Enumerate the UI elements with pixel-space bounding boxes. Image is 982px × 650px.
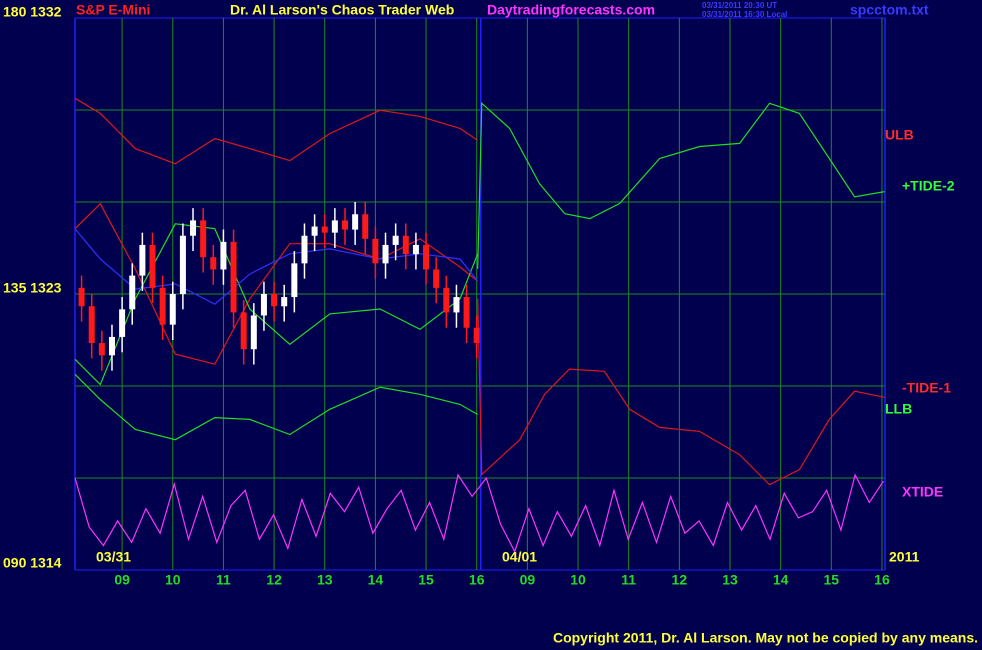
x-tick-label: 13 bbox=[317, 572, 333, 588]
candle-body bbox=[473, 327, 480, 344]
y-tick-label: 090 1314 bbox=[3, 555, 62, 571]
candle-body bbox=[412, 244, 419, 255]
line-series bbox=[477, 298, 885, 486]
x-tick-label: 15 bbox=[418, 572, 434, 588]
candle-body bbox=[169, 294, 176, 325]
candle-body bbox=[210, 257, 217, 270]
candle-body bbox=[291, 263, 298, 298]
copyright: Copyright 2011, Dr. Al Larson. May not b… bbox=[553, 630, 978, 646]
candle-body bbox=[372, 238, 379, 264]
candle-body bbox=[402, 235, 409, 255]
candle-body bbox=[260, 294, 267, 316]
candle-body bbox=[250, 315, 257, 350]
annotation: LLB bbox=[885, 401, 912, 417]
candle-body bbox=[301, 235, 308, 264]
candle-body bbox=[88, 306, 95, 344]
candle-body bbox=[139, 244, 146, 276]
x-tick-label: 11 bbox=[216, 572, 231, 588]
line-series bbox=[74, 373, 478, 441]
x-tick-label: 16 bbox=[874, 572, 890, 588]
candle-body bbox=[119, 309, 126, 337]
candle-body bbox=[453, 297, 460, 313]
annotation: XTIDE bbox=[902, 484, 943, 500]
annotation: -TIDE-1 bbox=[902, 380, 951, 396]
timestamp: 03/31/2011 20:30 UT bbox=[702, 1, 777, 10]
candle-body bbox=[463, 297, 470, 328]
annotation: +TIDE-2 bbox=[902, 178, 955, 194]
x-tick-label: 10 bbox=[165, 572, 181, 588]
candle-body bbox=[149, 244, 156, 288]
line-series bbox=[477, 101, 885, 269]
y-tick-label: 180 1332 bbox=[3, 4, 62, 20]
date-label: 2011 bbox=[889, 549, 920, 565]
x-tick-label: 14 bbox=[368, 572, 384, 588]
candle-body bbox=[108, 336, 115, 356]
candle-body bbox=[159, 287, 166, 325]
x-tick-label: 14 bbox=[773, 572, 789, 588]
candle-body bbox=[240, 312, 247, 350]
x-tick-label: 16 bbox=[469, 572, 485, 588]
x-tick-label: 11 bbox=[621, 572, 636, 588]
candle-body bbox=[78, 287, 85, 307]
x-tick-label: 10 bbox=[570, 572, 586, 588]
candle-body bbox=[342, 220, 348, 230]
mark-layer bbox=[74, 97, 885, 554]
candle-body bbox=[321, 226, 328, 233]
date-label: 04/01 bbox=[502, 549, 537, 565]
grid-layer bbox=[74, 17, 886, 571]
line-series bbox=[74, 202, 479, 365]
candle-body bbox=[281, 297, 288, 307]
candle-body bbox=[200, 220, 207, 258]
site-name: Daytradingforecasts.com bbox=[487, 2, 655, 18]
line-series bbox=[74, 473, 884, 554]
candle-body bbox=[311, 226, 318, 236]
timestamp: 03/31/2011 16:30 Local bbox=[702, 10, 787, 19]
candle-body bbox=[271, 294, 278, 307]
x-tick-label: 09 bbox=[114, 572, 130, 588]
x-tick-label: 09 bbox=[520, 572, 536, 588]
candle-body bbox=[179, 235, 186, 294]
annotation: ULB bbox=[885, 127, 914, 143]
x-tick-label: 12 bbox=[672, 572, 688, 588]
y-tick-label: 135 1323 bbox=[3, 280, 62, 296]
candle-body bbox=[230, 241, 237, 313]
candle-body bbox=[433, 269, 440, 288]
x-tick-label: 12 bbox=[266, 572, 282, 588]
x-tick-label: 13 bbox=[722, 572, 738, 588]
candle-body bbox=[382, 244, 389, 264]
candle-body bbox=[423, 244, 430, 270]
chart-subtitle: Dr. Al Larson's Chaos Trader Web bbox=[230, 2, 454, 18]
candle-body bbox=[129, 275, 136, 310]
candle-body bbox=[190, 220, 197, 236]
date-label: 03/31 bbox=[96, 549, 131, 565]
candle-body bbox=[392, 235, 399, 245]
chart-title: S&P E-Mini bbox=[76, 2, 150, 18]
candle-body bbox=[98, 343, 105, 356]
line-series bbox=[74, 97, 479, 165]
candle-body bbox=[443, 287, 450, 313]
candle-body bbox=[362, 214, 369, 239]
x-tick-label: 15 bbox=[824, 572, 840, 588]
candle-body bbox=[352, 214, 359, 230]
line-series bbox=[74, 223, 479, 386]
candle-body bbox=[220, 241, 227, 270]
file-name: spcctom.txt bbox=[850, 2, 929, 18]
candle-body bbox=[331, 220, 338, 233]
